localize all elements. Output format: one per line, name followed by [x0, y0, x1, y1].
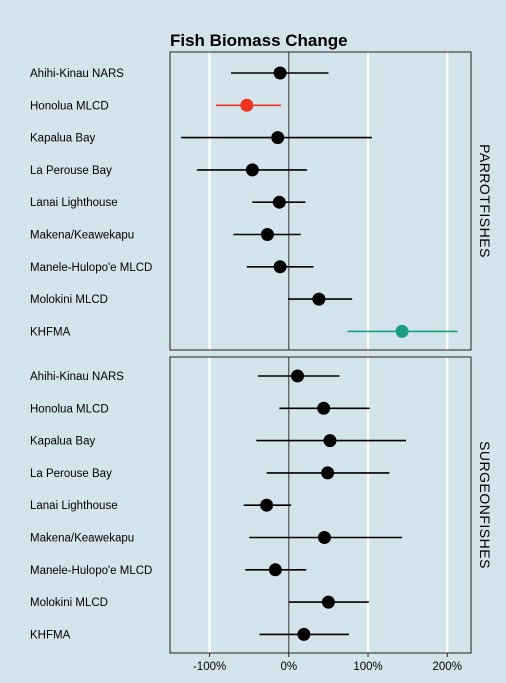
category-label: La Perouse Bay — [30, 468, 112, 480]
data-point — [240, 98, 254, 112]
panel-surgeonfishes: SURGEONFISHES Ahihi-Kinau NARS Honolua MLC… — [30, 356, 493, 654]
category-label: Lanai Lighthouse — [30, 197, 118, 209]
data-point — [271, 131, 285, 145]
x-tick-label: -100% — [193, 661, 226, 673]
category-label: Makena/Keawekapu — [30, 533, 134, 545]
panel-parrotfishes: PARROTFISHES Ahihi-Kinau NARS Honolua MLCD… — [30, 51, 493, 351]
data-point — [317, 401, 331, 415]
category-label: Manele-Hulopo'e MLCD — [30, 565, 152, 577]
x-tick-label: 0% — [281, 661, 298, 673]
category-label: Makena/Keawekapu — [30, 230, 134, 242]
category-label: Molokini MLCD — [30, 597, 108, 609]
category-label: Honolua MLCD — [30, 403, 109, 415]
category-label: Ahihi-Kinau NARS — [30, 68, 124, 80]
panel-border — [169, 356, 472, 654]
chart-title: Fish Biomass Change — [170, 31, 348, 50]
strip-label-surgeonfishes: SURGEONFISHES — [477, 441, 493, 569]
data-point — [260, 228, 274, 241]
strip-label-parrotfishes: PARROTFISHES — [477, 144, 493, 258]
data-point — [273, 260, 287, 274]
data-point — [317, 531, 331, 544]
category-label: La Perouse Bay — [30, 165, 112, 177]
data-point — [272, 195, 286, 209]
data-point — [245, 163, 259, 177]
category-label: Kapalua Bay — [30, 133, 95, 145]
data-point — [260, 498, 274, 512]
data-point — [268, 563, 282, 577]
data-point — [297, 627, 311, 641]
category-label: Kapalua Bay — [30, 436, 95, 448]
data-point — [395, 324, 409, 338]
data-point — [321, 595, 335, 609]
x-tick-label: 100% — [353, 661, 382, 673]
category-label: Molokini MLCD — [30, 294, 108, 306]
data-point — [273, 66, 287, 80]
data-point — [321, 466, 335, 480]
category-label: KHFMA — [30, 629, 71, 641]
data-point — [323, 434, 337, 448]
x-tick-label: 200% — [433, 661, 462, 673]
chart-panels: PARROTFISHES Ahihi-Kinau NARS Honolua MLCD… — [30, 51, 493, 654]
category-label: Honolua MLCD — [30, 100, 109, 112]
x-axis: -100% 0% 100% 200% — [193, 653, 462, 673]
category-label: Ahihi-Kinau NARS — [30, 371, 124, 383]
category-label: Manele-Hulopo'e MLCD — [30, 262, 152, 274]
data-point — [312, 292, 326, 306]
panel-background — [170, 357, 471, 653]
data-point — [291, 369, 305, 383]
category-label: KHFMA — [30, 326, 71, 338]
category-label: Lanai Lighthouse — [30, 500, 118, 512]
panel-border — [169, 51, 472, 351]
